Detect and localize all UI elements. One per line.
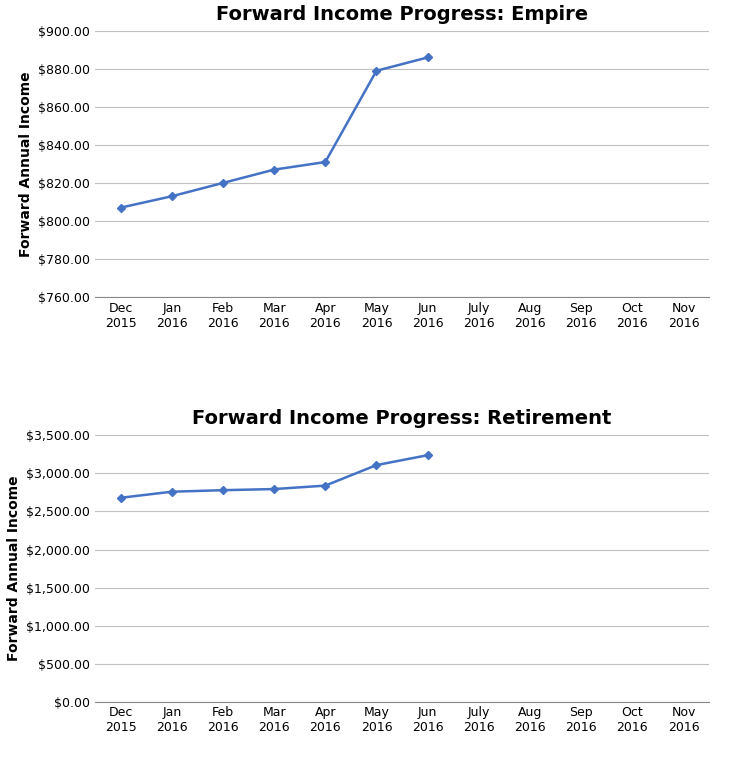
- Y-axis label: Forward Annual Income: Forward Annual Income: [18, 71, 33, 257]
- Title: Forward Income Progress: Empire: Forward Income Progress: Empire: [216, 5, 588, 24]
- Y-axis label: Forward Annual Income: Forward Annual Income: [7, 476, 20, 662]
- Title: Forward Income Progress: Retirement: Forward Income Progress: Retirement: [192, 409, 612, 429]
